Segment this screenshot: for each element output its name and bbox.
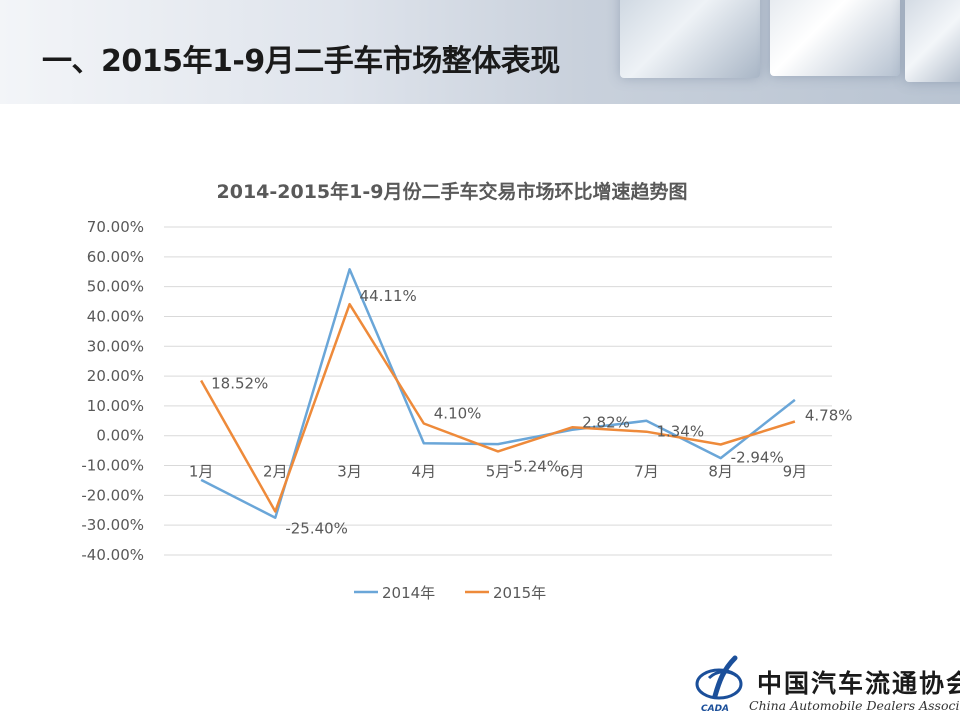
cada-emblem-icon: [695, 655, 743, 700]
data-label: 1.34%: [656, 423, 704, 441]
data-label: -5.24%: [508, 457, 561, 475]
legend-label-2015: 2015年: [493, 584, 546, 602]
x-tick-label: 8月: [708, 463, 733, 481]
y-tick-label: 30.00%: [87, 337, 144, 355]
header-decoration: [600, 0, 960, 104]
data-label: -25.40%: [285, 519, 348, 537]
y-tick-label: -40.00%: [81, 546, 144, 564]
y-tick-label: 0.00%: [96, 427, 144, 445]
data-label: 2.82%: [582, 413, 630, 431]
y-tick-label: 10.00%: [87, 397, 144, 415]
x-tick-label: 6月: [560, 463, 585, 481]
y-tick-labels: 70.00% 60.00% 50.00% 40.00% 30.00% 20.00% 10.0…: [81, 218, 144, 564]
data-labels: 18.52% -25.40% 44.11% 4.10% -5.24% 2.82% 1.34%…: [211, 287, 852, 537]
logo-abbreviation: CADA: [701, 704, 730, 714]
y-tick-label: 60.00%: [87, 248, 144, 266]
series-line-2014年: [200, 268, 796, 519]
y-tick-label: 40.00%: [87, 307, 144, 325]
y-tick-label: 20.00%: [87, 367, 144, 385]
gridlines: [164, 226, 832, 556]
x-tick-label: 5月: [486, 463, 511, 481]
data-label: -2.94%: [731, 448, 784, 466]
data-label: 4.78%: [805, 406, 853, 424]
data-label: 44.11%: [360, 287, 417, 305]
x-tick-labels: 1月 2月 3月 4月 5月 6月 7月 8月 9月: [189, 463, 807, 481]
x-tick-label: 4月: [412, 463, 437, 481]
logo-name-english: China Automobile Dealers Association: [749, 698, 960, 713]
data-label: 18.52%: [211, 375, 268, 393]
logo-name-chinese: 中国汽车流通协会: [757, 669, 960, 698]
series-lines: [200, 268, 796, 519]
y-tick-label: 50.00%: [87, 278, 144, 296]
y-tick-label: -10.00%: [81, 457, 144, 475]
x-tick-label: 9月: [783, 463, 808, 481]
series-line-2015年: [200, 302, 796, 513]
x-tick-label: 7月: [634, 463, 659, 481]
y-tick-label: 70.00%: [87, 218, 144, 236]
header-banner: 一、2015年1-9月二手车市场整体表现: [0, 0, 960, 104]
y-tick-label: -20.00%: [81, 486, 144, 504]
chart-title: 2014-2015年1-9月份二手车交易市场环比增速趋势图: [217, 180, 688, 203]
page-title: 一、2015年1-9月二手车市场整体表现: [42, 44, 560, 79]
cada-logo: CADA 中国汽车流通协会 China Automobile Dealers A…: [693, 652, 960, 716]
x-tick-label: 2月: [263, 463, 288, 481]
legend-label-2014: 2014年: [382, 584, 435, 602]
legend: 2014年 2015年: [354, 584, 546, 602]
x-tick-label: 1月: [189, 463, 214, 481]
y-tick-label: -30.00%: [81, 516, 144, 534]
x-tick-label: 3月: [337, 463, 362, 481]
data-label: 4.10%: [434, 405, 482, 423]
